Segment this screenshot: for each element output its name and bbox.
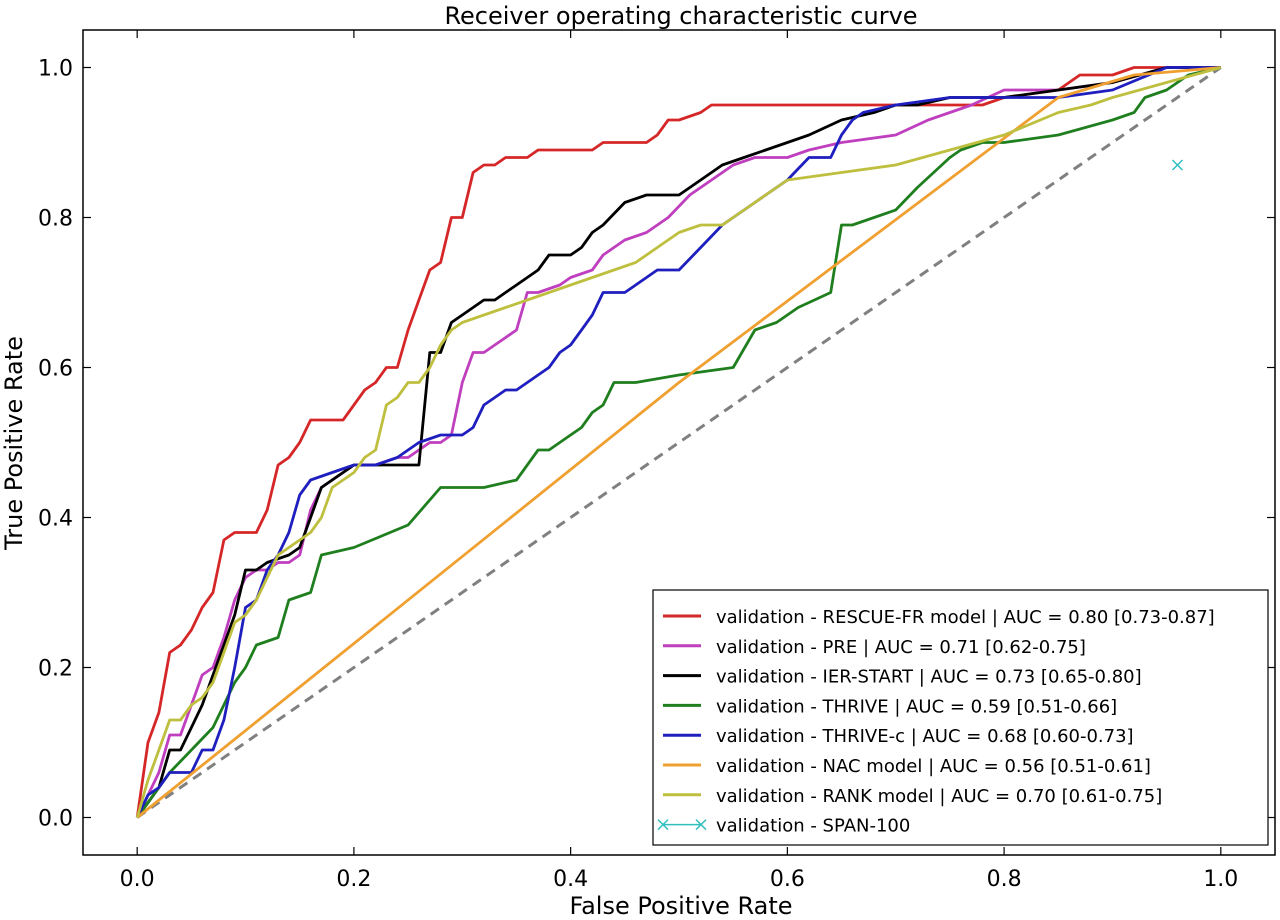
axis-ticks: 0.0 0.2 0.4 0.6 0.8 1.0 0.0 0.2 0.4 0.6 0.8 1.0 <box>38 30 1275 892</box>
chart-title: Receiver operating characteristic curve <box>444 2 917 30</box>
legend-entry: validation - NAC model | AUC = 0.56 [0.5… <box>716 756 1151 777</box>
legend-entry: validation - RANK model | AUC = 0.70 [0.… <box>716 786 1162 807</box>
legend-entry: validation - RESCUE-FR model | AUC = 0.8… <box>716 607 1215 628</box>
series-line-0 <box>135 66 1221 818</box>
y-tick-label: 0.0 <box>38 807 73 832</box>
legend: validation - RESCUE-FR model | AUC = 0.8… <box>652 589 1269 846</box>
y-tick-label: 0.4 <box>38 507 73 532</box>
series-line-1 <box>135 66 1221 819</box>
x-tick-label: 0.6 <box>770 867 805 892</box>
series-line-6 <box>135 66 1222 818</box>
x-axis-label: False Positive Rate <box>569 892 792 920</box>
legend-entry: validation - PRE | AUC = 0.71 [0.62-0.75… <box>716 637 1086 658</box>
x-tick-label: 1.0 <box>1203 867 1238 892</box>
series-line-2 <box>136 66 1221 819</box>
series-line-3 <box>136 66 1222 819</box>
y-axis-label: True Positive Rate <box>0 336 28 551</box>
y-tick-label: 0.8 <box>38 207 73 232</box>
y-tick-label: 0.6 <box>38 357 73 382</box>
legend-entry: validation - SPAN-100 <box>716 816 910 837</box>
series-line-5 <box>136 66 1221 819</box>
legend-box <box>652 589 1269 846</box>
y-tick-label: 0.2 <box>38 657 73 682</box>
legend-marker <box>657 819 669 831</box>
series-lines <box>135 66 1222 819</box>
legend-entry: validation - THRIVE-c | AUC = 0.68 [0.60… <box>716 726 1134 747</box>
x-tick-label: 0.0 <box>120 867 155 892</box>
y-tick-label: 1.0 <box>38 57 73 82</box>
legend-marker <box>695 819 707 831</box>
x-tick-label: 0.4 <box>553 867 588 892</box>
x-tick-label: 0.8 <box>987 867 1022 892</box>
legend-entry: validation - THRIVE | AUC = 0.59 [0.51-0… <box>716 696 1117 717</box>
span-100-marker <box>1171 159 1184 171</box>
x-tick-label: 0.2 <box>336 867 371 892</box>
legend-entry: validation - IER-START | AUC = 0.73 [0.6… <box>716 667 1142 688</box>
